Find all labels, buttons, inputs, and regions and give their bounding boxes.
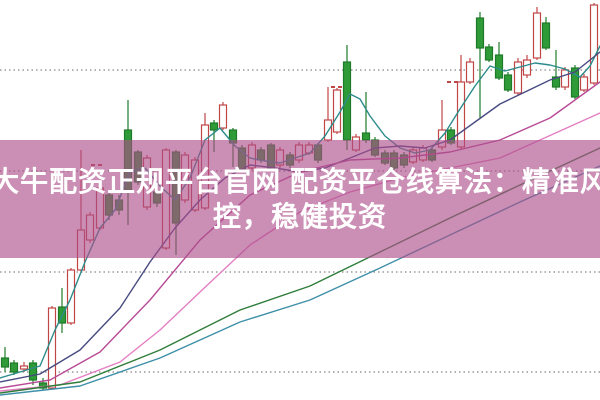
banner-title-line1: 大牛配资正规平台官网 配资平仓线算法：精准风 xyxy=(0,166,600,197)
banner-title-line2: 控，稳健投资 xyxy=(212,201,387,232)
title-banner-overlay: 大牛配资正规平台官网 配资平仓线算法：精准风 控，稳健投资 xyxy=(0,140,600,258)
